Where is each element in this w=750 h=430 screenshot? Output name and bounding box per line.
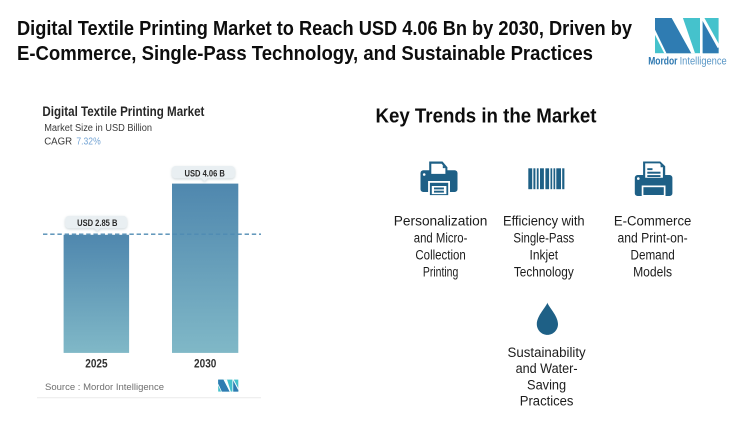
svg-text:Saving: Saving	[527, 377, 566, 392]
svg-text:Printing: Printing	[423, 265, 458, 280]
svg-text:Practices: Practices	[520, 394, 574, 409]
svg-text:and Micro-: and Micro-	[414, 231, 468, 246]
svg-text:Market Size in USD Billion: Market Size in USD Billion	[44, 123, 152, 134]
svg-text:Models: Models	[633, 265, 672, 280]
svg-text:Efficiency with: Efficiency with	[503, 214, 585, 229]
svg-text:Digital Textile Printing Marke: Digital Textile Printing Market to Reach…	[17, 18, 633, 40]
svg-text:CAGR: CAGR	[44, 137, 72, 148]
svg-text:Key Trends in the Market: Key Trends in the Market	[376, 105, 597, 127]
svg-text:2025: 2025	[85, 357, 108, 371]
svg-text:Sustainability: Sustainability	[508, 345, 586, 360]
svg-text:USD 4.06 B: USD 4.06 B	[185, 168, 225, 178]
svg-text:USD 2.85 B: USD 2.85 B	[77, 218, 117, 228]
svg-text:Source : Mordor Intelligence: Source : Mordor Intelligence	[45, 382, 164, 392]
svg-text:and Water-: and Water-	[516, 361, 578, 376]
svg-text:Demand: Demand	[631, 248, 675, 263]
svg-text:Technology: Technology	[514, 265, 574, 280]
svg-text:E-Commerce, Single-Pass Techno: E-Commerce, Single-Pass Technology, and …	[17, 43, 593, 65]
svg-text:Inkjet: Inkjet	[530, 248, 559, 263]
svg-text:Intelligence: Intelligence	[680, 56, 727, 68]
svg-text:Mordor: Mordor	[648, 56, 678, 68]
svg-text:Digital Textile Printing Marke: Digital Textile Printing Market	[42, 103, 204, 119]
svg-text:E-Commerce: E-Commerce	[614, 214, 692, 229]
svg-text:2030: 2030	[194, 357, 217, 371]
svg-text:and Print-on-: and Print-on-	[617, 231, 687, 246]
svg-text:Single-Pass: Single-Pass	[513, 231, 574, 246]
svg-text:Collection: Collection	[415, 248, 465, 263]
svg-text:7.32%: 7.32%	[76, 137, 100, 148]
svg-text:Personalization: Personalization	[394, 214, 488, 229]
